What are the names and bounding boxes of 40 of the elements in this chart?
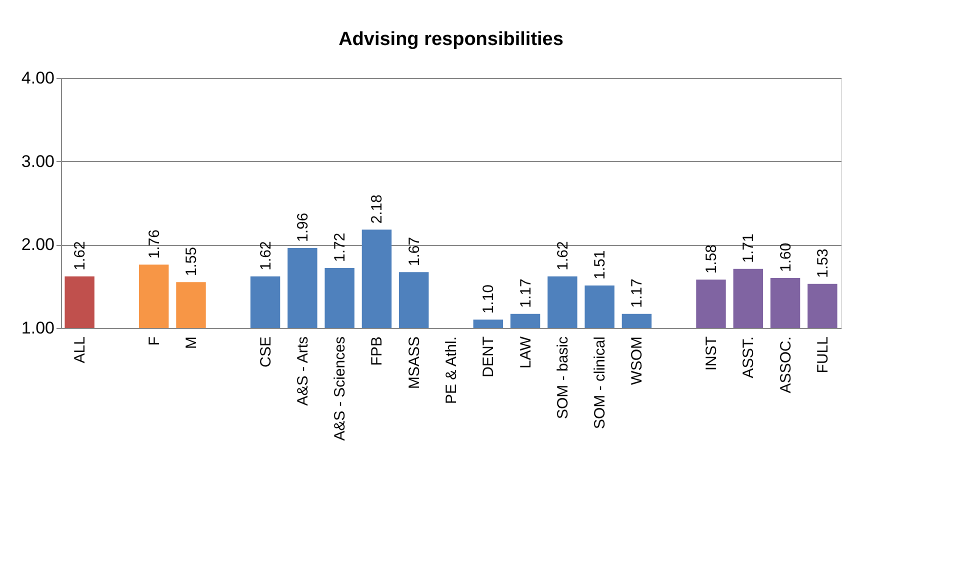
data-label: 1.53 (814, 248, 832, 278)
data-label: 1.62 (72, 241, 89, 270)
x-tick-label: MSASS (406, 336, 423, 390)
chart-title: Advising responsibilities (338, 29, 564, 50)
x-tick-label: F (146, 336, 163, 346)
x-tick-label: A&S - Arts (294, 336, 312, 406)
x-tick-label: SOM - basic (554, 336, 572, 420)
data-label: 1.62 (554, 241, 572, 270)
x-tick-label: INST (703, 336, 720, 371)
data-label: 2.18 (368, 194, 386, 224)
data-label: 1.17 (517, 278, 534, 308)
data-label: 1.76 (146, 229, 163, 259)
y-tick-label: 2.00 (21, 235, 54, 254)
data-label: 1.67 (406, 236, 423, 266)
data-label: 1.55 (183, 246, 200, 276)
data-label: 1.51 (592, 250, 609, 280)
x-tick-label: FULL (814, 336, 832, 374)
x-tick-label: DENT (480, 336, 498, 378)
x-tick-label: ASST. (740, 336, 758, 378)
x-tick-label: FPB (368, 336, 386, 366)
y-tick-label: 3.00 (21, 152, 54, 171)
data-label: 1.58 (703, 244, 720, 274)
y-tick-label: 4.00 (21, 68, 54, 88)
data-label: 1.60 (777, 242, 794, 272)
y-tick-label: 1.00 (21, 318, 54, 338)
data-label: 1.71 (740, 234, 758, 263)
x-tick-label: SOM - clinical (592, 336, 609, 430)
x-tick-label: LAW (517, 336, 534, 368)
x-tick-label: WSOM (628, 336, 646, 385)
data-label: 1.10 (480, 284, 498, 314)
x-tick-label: ALL (72, 336, 89, 364)
x-tick-label: A&S - Sciences (332, 336, 349, 441)
x-tick-label: CSE (257, 336, 274, 368)
x-tick-label: M (183, 336, 200, 349)
x-tick-label: ASSOC. (777, 336, 794, 394)
data-label: 1.62 (257, 241, 274, 270)
data-label: 1.96 (294, 212, 312, 242)
x-tick-label: PE & Athl. (443, 336, 460, 404)
data-label: 1.72 (332, 232, 349, 262)
data-label: 1.17 (628, 278, 646, 308)
